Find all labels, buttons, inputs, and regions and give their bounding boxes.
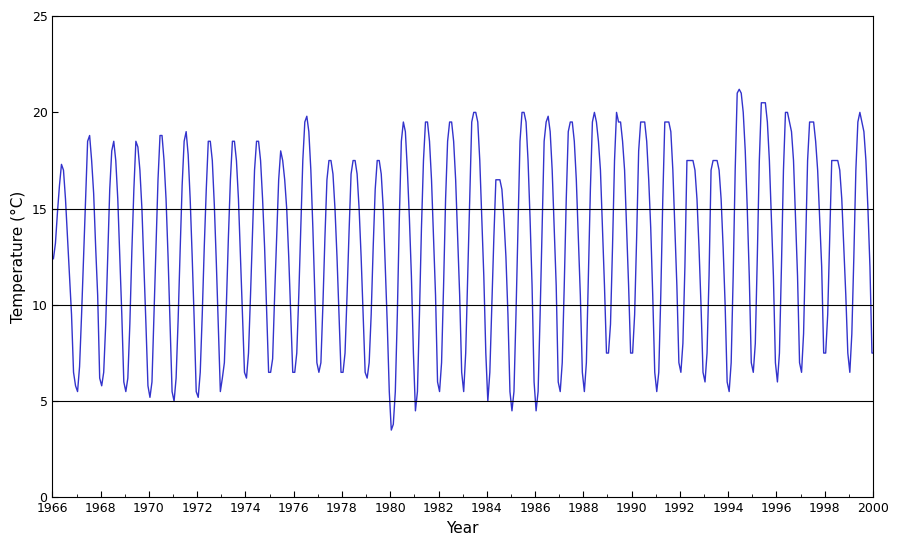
X-axis label: Year: Year — [446, 521, 479, 536]
Y-axis label: Temperature (°C): Temperature (°C) — [11, 191, 26, 323]
